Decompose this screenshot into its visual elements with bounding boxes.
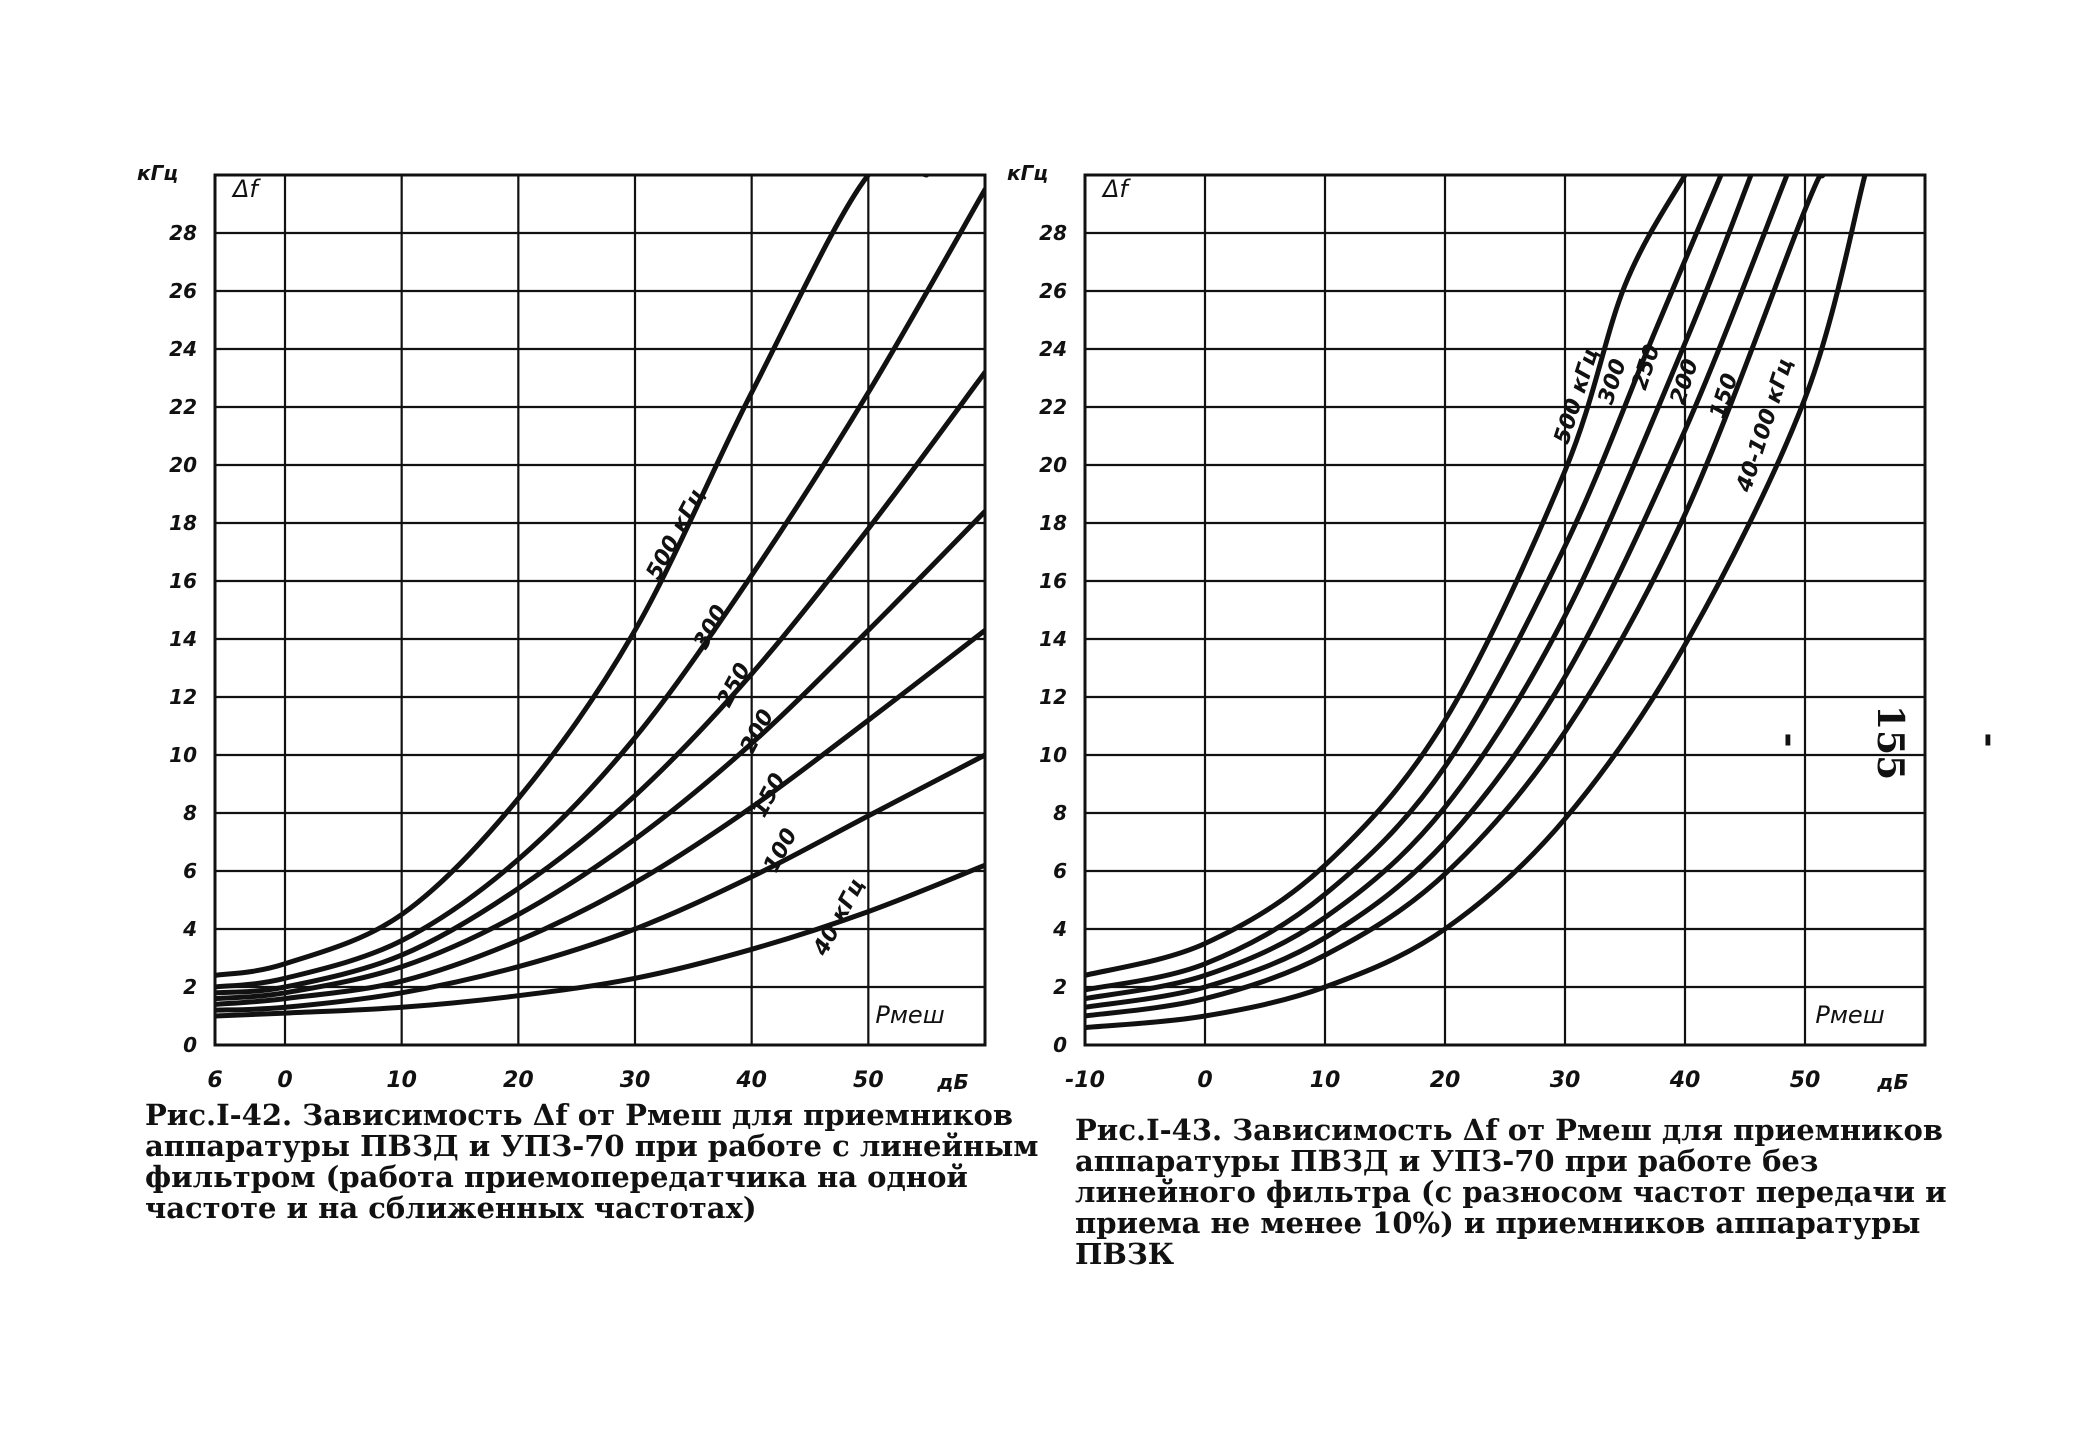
chart1-series-label-3: 200 bbox=[736, 705, 780, 757]
chart2-y-tick-label: 28 bbox=[1039, 221, 1067, 245]
chart2-x-tick-label: 40 bbox=[1669, 1068, 1701, 1093]
chart2-y-tick-label: 22 bbox=[1039, 395, 1067, 419]
chart1-x-tick-label: 20 bbox=[503, 1068, 534, 1093]
chart2-series-line-3 bbox=[1085, 175, 1790, 1010]
chart2-y-tick-label: 4 bbox=[1052, 917, 1067, 941]
chart2-y-tick-label: 16 bbox=[1039, 569, 1067, 593]
chart1-y-tick-label: 28 bbox=[169, 221, 197, 245]
chart2-y-tick-label: 6 bbox=[1053, 859, 1067, 883]
chart1-y-tick-label: 6 bbox=[183, 859, 197, 883]
chart1-x-unit: дБ bbox=[936, 1070, 968, 1094]
chart1-y-tick-label: 2 bbox=[183, 975, 197, 999]
chart1-y-tick-label: 22 bbox=[169, 395, 197, 419]
chart2-x-tick-label: 50 bbox=[1790, 1068, 1821, 1093]
chart1-series-label-0: 500 кГц bbox=[642, 485, 710, 584]
chart1-series-line-6 bbox=[215, 862, 985, 1019]
chart2-x-tick-label: 10 bbox=[1310, 1068, 1341, 1093]
chart2-y-tick-label: 14 bbox=[1039, 627, 1067, 651]
chart1-y-tick-label: 20 bbox=[169, 453, 197, 477]
chart1-y-tick-label: 16 bbox=[169, 569, 197, 593]
chart1-x-tick-label: 50 bbox=[853, 1068, 884, 1093]
chart2-series-line-1 bbox=[1085, 175, 1724, 993]
chart2-series-line-0 bbox=[1085, 175, 1688, 978]
chart2-x-tick-label: 0 bbox=[1197, 1068, 1212, 1093]
chart1-series-line-2 bbox=[215, 369, 985, 996]
chart1-series-label-6: 40 кГц bbox=[808, 875, 870, 961]
chart2-series-line-2 bbox=[1085, 175, 1754, 1002]
chart1-y-tick-label: 14 bbox=[169, 627, 197, 651]
chart2-y-label: Δf bbox=[1101, 175, 1131, 203]
chart2-x-label: Pмеш bbox=[1815, 1001, 1884, 1029]
chart2-y-tick-label: 18 bbox=[1039, 511, 1067, 535]
chart1-y-tick-label: 4 bbox=[182, 917, 197, 941]
chart2-y-tick-label: 12 bbox=[1039, 685, 1067, 709]
chart1-y-tick-label: 0 bbox=[183, 1033, 197, 1057]
chart1-x-tick-label: 6 bbox=[207, 1068, 222, 1093]
page-number: - 155 - bbox=[1769, 705, 2011, 781]
chart1-x-label: Pмеш bbox=[875, 1001, 944, 1029]
chart1-y-label: Δf bbox=[231, 175, 261, 203]
chart2-x-tick-label: -10 bbox=[1065, 1068, 1105, 1093]
chart1-series-line-3 bbox=[215, 508, 985, 1002]
chart2-y-tick-label: 20 bbox=[1039, 453, 1067, 477]
chart1-series-line-5 bbox=[215, 752, 985, 1013]
chart2-y-tick-label: 8 bbox=[1053, 801, 1067, 825]
chart2-y-tick-label: 0 bbox=[1053, 1033, 1067, 1057]
caption-fig-1-43: Рис.I-43. Зависимость Δf от Pмеш для при… bbox=[1075, 1113, 1947, 1271]
chart1-series-line-1 bbox=[215, 187, 985, 990]
chart2-x-tick-label: 20 bbox=[1430, 1068, 1461, 1093]
chart1-y-tick-label: 24 bbox=[169, 337, 197, 361]
chart1-x-tick-label: 30 bbox=[620, 1068, 651, 1093]
chart2-series-line-4 bbox=[1085, 175, 1826, 1019]
chart2-series-line-5 bbox=[1085, 175, 1868, 1031]
chart1-y-tick-label: 26 bbox=[169, 279, 197, 303]
chart2-x-tick-label: 30 bbox=[1550, 1068, 1581, 1093]
chart1-x-tick-label: 10 bbox=[386, 1068, 417, 1093]
chart1-y-unit: кГц bbox=[137, 161, 178, 185]
chart1-y-tick-label: 8 bbox=[183, 801, 197, 825]
chart1-series-label-5: 100 bbox=[759, 824, 803, 876]
chart2-frame bbox=[1083, 173, 1927, 1047]
chart1-y-tick-label: 10 bbox=[169, 743, 197, 767]
chart2-y-tick-label: 24 bbox=[1039, 337, 1067, 361]
chart1-frame bbox=[213, 173, 987, 1047]
chart1-series-line-0 bbox=[215, 175, 930, 978]
chart2-x-unit: дБ bbox=[1876, 1070, 1908, 1094]
chart1-series-label-2: 250 bbox=[712, 659, 756, 711]
chart1-y-tick-label: 12 bbox=[169, 685, 197, 709]
chart1-x-tick-label: 40 bbox=[735, 1068, 767, 1093]
chart2-y-tick-label: 26 bbox=[1039, 279, 1067, 303]
chart2-y-tick-label: 10 bbox=[1039, 743, 1067, 767]
chart2-series-label-4: 150 bbox=[1705, 371, 1743, 422]
caption-fig-1-42: Рис.I-42. Зависимость Δf от Pмеш для при… bbox=[145, 1098, 1039, 1225]
chart2-y-tick-label: 2 bbox=[1053, 975, 1067, 999]
chart1-y-tick-label: 18 bbox=[169, 511, 197, 535]
chart1-x-tick-label: 0 bbox=[277, 1068, 292, 1093]
chart2-y-unit: кГц bbox=[1007, 161, 1048, 185]
chart1-series-line-4 bbox=[215, 627, 985, 1007]
